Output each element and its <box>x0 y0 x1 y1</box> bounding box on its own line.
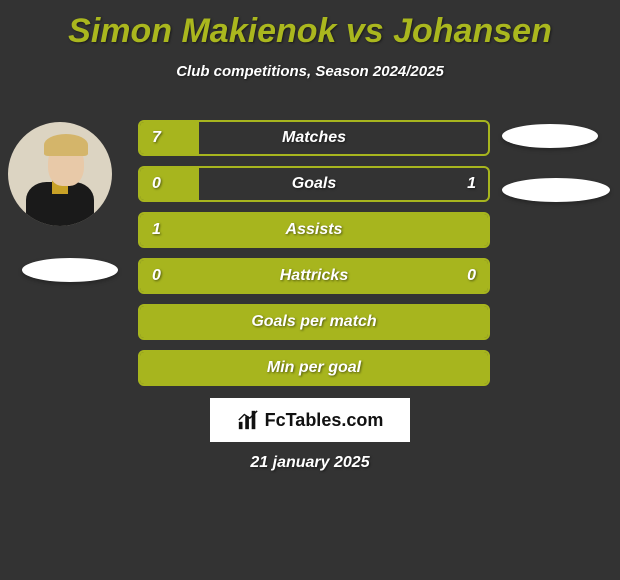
stat-label: Matches <box>140 122 488 154</box>
stat-label: Goals <box>140 168 488 200</box>
stat-label: Hattricks <box>140 260 488 292</box>
stats-container: 7 Matches 0 Goals 1 1 Assists 0 Hattrick… <box>138 120 490 396</box>
branding-badge: FcTables.com <box>210 398 410 442</box>
stat-value-right: 0 <box>467 260 476 292</box>
page-title: Simon Makienok vs Johansen <box>0 0 620 51</box>
stat-row-goals: 0 Goals 1 <box>138 166 490 202</box>
stat-label: Assists <box>140 214 488 246</box>
branding-text: FcTables.com <box>265 410 384 431</box>
stat-row-min-per-goal: Min per goal <box>138 350 490 386</box>
stat-label: Min per goal <box>140 352 488 384</box>
date-label: 21 january 2025 <box>0 454 620 472</box>
decor-ellipse-left <box>22 258 118 282</box>
stat-label: Goals per match <box>140 306 488 338</box>
decor-ellipse-right-2 <box>502 178 610 202</box>
stat-row-goals-per-match: Goals per match <box>138 304 490 340</box>
stat-row-hattricks: 0 Hattricks 0 <box>138 258 490 294</box>
stat-value-right: 1 <box>467 168 476 200</box>
chart-icon <box>237 409 259 431</box>
decor-ellipse-right-1 <box>502 124 598 148</box>
player-left-avatar <box>8 122 112 226</box>
stat-row-matches: 7 Matches <box>138 120 490 156</box>
page-subtitle: Club competitions, Season 2024/2025 <box>0 63 620 80</box>
stat-row-assists: 1 Assists <box>138 212 490 248</box>
